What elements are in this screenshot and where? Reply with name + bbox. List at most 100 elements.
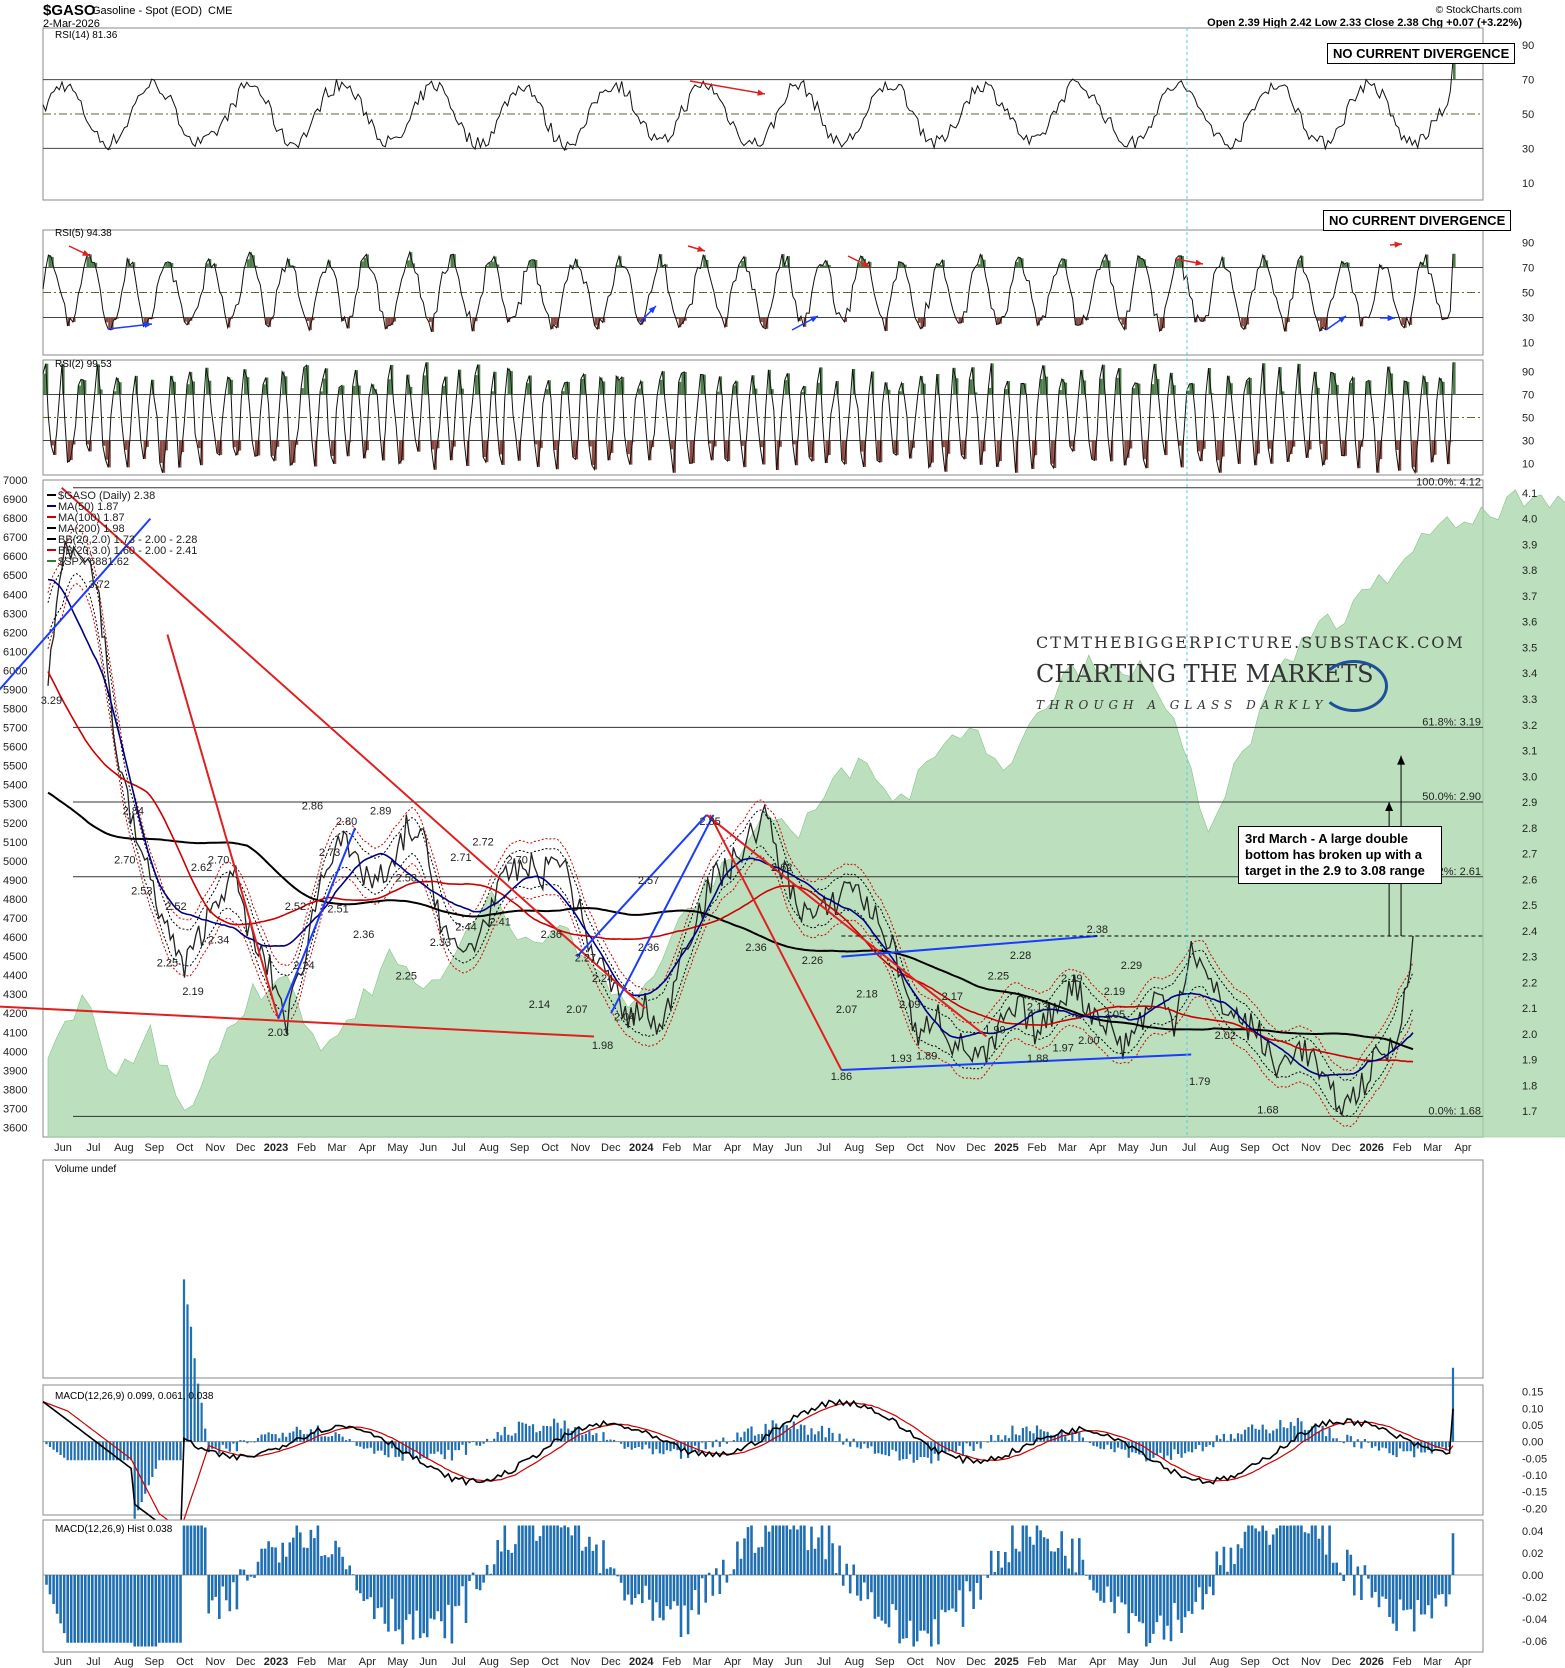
- price-tick-2.4: 2.4: [1522, 926, 1537, 938]
- hist-axis-month-44: Feb: [1393, 1656, 1412, 1668]
- spx-tick-5300: 5300: [3, 799, 27, 811]
- rsi14-panel: 90 70 50 30 10: [42, 27, 1534, 201]
- hist-tick-0.02: 0.02: [1522, 1548, 1543, 1560]
- hist-axis-month-18: Dec: [601, 1656, 621, 1668]
- price-axis-month-3: Sep: [145, 1142, 165, 1154]
- legend-entry-4: BB(20,2.0) 1.73 - 2.00 - 2.28: [58, 534, 197, 546]
- spx-area: [47, 489, 1565, 1138]
- bb2-upper: [47, 537, 1414, 1082]
- price-axis-month-13: Jul: [452, 1142, 466, 1154]
- price-label-2.07: 2.07: [836, 1004, 857, 1016]
- hist-axis-month-27: Sep: [875, 1656, 895, 1668]
- hist-axis-month-24: Jun: [785, 1656, 803, 1668]
- price-tick-3.8: 3.8: [1522, 565, 1537, 577]
- price-label-2.13: 2.13: [1027, 1001, 1048, 1013]
- hist-axis-month-39: Sep: [1240, 1656, 1260, 1668]
- price-label-2.03: 2.03: [268, 1027, 289, 1039]
- hist-tick--0.02: -0.02: [1522, 1592, 1547, 1604]
- price-axis-month-37: Jul: [1182, 1142, 1196, 1154]
- rsi5-line: [42, 250, 1454, 333]
- price-axis-month-17: Nov: [571, 1142, 591, 1154]
- price-axis-month-11: May: [387, 1142, 408, 1154]
- price-label-1.79: 1.79: [1189, 1076, 1210, 1088]
- price-axis-month-34: Apr: [1089, 1142, 1106, 1154]
- rsi5-divergence-box: NO CURRENT DIVERGENCE: [1323, 210, 1512, 231]
- volume-panel: [42, 1159, 1484, 1379]
- ohlc-readout: Open 2.39 High 2.42 Low 2.33 Close 2.38 …: [1207, 17, 1522, 29]
- hist-axis-month-38: Aug: [1210, 1656, 1230, 1668]
- price-tick-3.6: 3.6: [1522, 617, 1537, 629]
- blue-trendline-1: [277, 827, 357, 1019]
- spx-tick-6400: 6400: [3, 589, 27, 601]
- price-label-2.52: 2.52: [165, 901, 186, 913]
- hist-tick--0.06: -0.06: [1522, 1636, 1547, 1648]
- blue-trendline-3: [576, 814, 708, 958]
- price-label-2.57: 2.57: [638, 875, 659, 887]
- price-label-2.28: 2.28: [1010, 950, 1031, 962]
- hist-axis-month-37: Jul: [1182, 1656, 1196, 1668]
- price-label-2.25: 2.25: [988, 971, 1009, 983]
- price-tick-2.7: 2.7: [1522, 849, 1537, 861]
- spx-tick-4200: 4200: [3, 1008, 27, 1020]
- instrument-name: Gasoline - Spot (EOD): [92, 5, 202, 17]
- price-label-2.34: 2.34: [208, 934, 229, 946]
- rsi5-blue-arrow-1-head: [648, 306, 656, 314]
- hist-axis-month-19: 2024: [629, 1656, 654, 1668]
- price-label-2.52: 2.52: [285, 901, 306, 913]
- price-label-2.70: 2.70: [507, 855, 528, 867]
- macd-tick--0.05: -0.05: [1522, 1453, 1547, 1465]
- rsi5-tick-10: 10: [1522, 338, 1534, 350]
- spx-tick-3800: 3800: [3, 1084, 27, 1096]
- price-label-2.62: 2.62: [191, 862, 212, 874]
- rsi14-divergence-arrow-head: [757, 89, 765, 96]
- spx-tick-5600: 5600: [3, 742, 27, 754]
- legend-entry-2: MA(100) 1.87: [58, 512, 125, 524]
- price-label-2.04: 2.04: [614, 1012, 635, 1024]
- spx-tick-4000: 4000: [3, 1046, 27, 1058]
- price-label-2.25: 2.25: [396, 971, 417, 983]
- price-label-2.29: 2.29: [1121, 960, 1142, 972]
- rsi5-blue-arrow-0-head: [144, 321, 152, 328]
- hist-axis-month-25: Jul: [817, 1656, 831, 1668]
- hist-axis-month-16: Oct: [541, 1656, 558, 1668]
- rsi14-tick-70: 70: [1522, 75, 1534, 87]
- symbol-title: $GASO: [43, 2, 96, 19]
- price-label-2.36: 2.36: [638, 942, 659, 954]
- fib-label-4: 0.0%: 1.68: [1428, 1105, 1481, 1117]
- price-label-1.86: 1.86: [831, 1071, 852, 1083]
- hist-axis-month-13: Jul: [452, 1656, 466, 1668]
- legend-entry-5: BB(20,3.0) 1.60 - 2.00 - 2.41: [58, 545, 197, 557]
- price-axis-month-32: Feb: [1027, 1142, 1046, 1154]
- price-label-2.36: 2.36: [353, 929, 374, 941]
- price-label-2.84: 2.84: [123, 806, 144, 818]
- price-label-2.33: 2.33: [430, 937, 451, 949]
- price-axis-month-22: Apr: [724, 1142, 741, 1154]
- rsi2-panel: 90 70 50 30 10: [42, 359, 1534, 476]
- rsi14-line: [42, 60, 1454, 152]
- rsi5-red-arrow-1-head: [697, 245, 705, 252]
- price-axis-month-19: 2024: [629, 1142, 654, 1154]
- hist-axis-month-21: Mar: [693, 1656, 712, 1668]
- price-label-3.72: 3.72: [88, 579, 109, 591]
- hist-axis-month-41: Nov: [1301, 1656, 1321, 1668]
- hist-axis-month-34: Apr: [1089, 1656, 1106, 1668]
- price-axis-month-46: Apr: [1454, 1142, 1471, 1154]
- price-label-2.38: 2.38: [1087, 924, 1108, 936]
- price-label-1.93: 1.93: [890, 1053, 911, 1065]
- price-axis-month-18: Dec: [601, 1142, 621, 1154]
- hist-axis-month-17: Nov: [571, 1656, 591, 1668]
- price-tick-3.0: 3.0: [1522, 771, 1537, 783]
- macd-histogram: [41, 1279, 1455, 1519]
- price-label-2.24: 2.24: [293, 960, 314, 972]
- rsi5-tick-70: 70: [1522, 263, 1534, 275]
- price-label-1.99: 1.99: [984, 1025, 1005, 1037]
- price-panel: 4.1 4.0 3.9 3.8 3.7 3.6 3.5 3.4 3.3 3.2 3.1 3.0 2.9 2…: [0, 475, 1565, 1154]
- stockcharts-credit: © StockCharts.com: [1436, 5, 1522, 16]
- price-label-2.19: 2.19: [1061, 973, 1082, 985]
- price-tick-1.9: 1.9: [1522, 1055, 1537, 1067]
- price-axis-month-10: Apr: [359, 1142, 376, 1154]
- macd-tick--0.20: -0.20: [1522, 1503, 1547, 1515]
- legend-entry-1: MA(50) 1.87: [58, 501, 119, 513]
- price-axis-month-41: Nov: [1301, 1142, 1321, 1154]
